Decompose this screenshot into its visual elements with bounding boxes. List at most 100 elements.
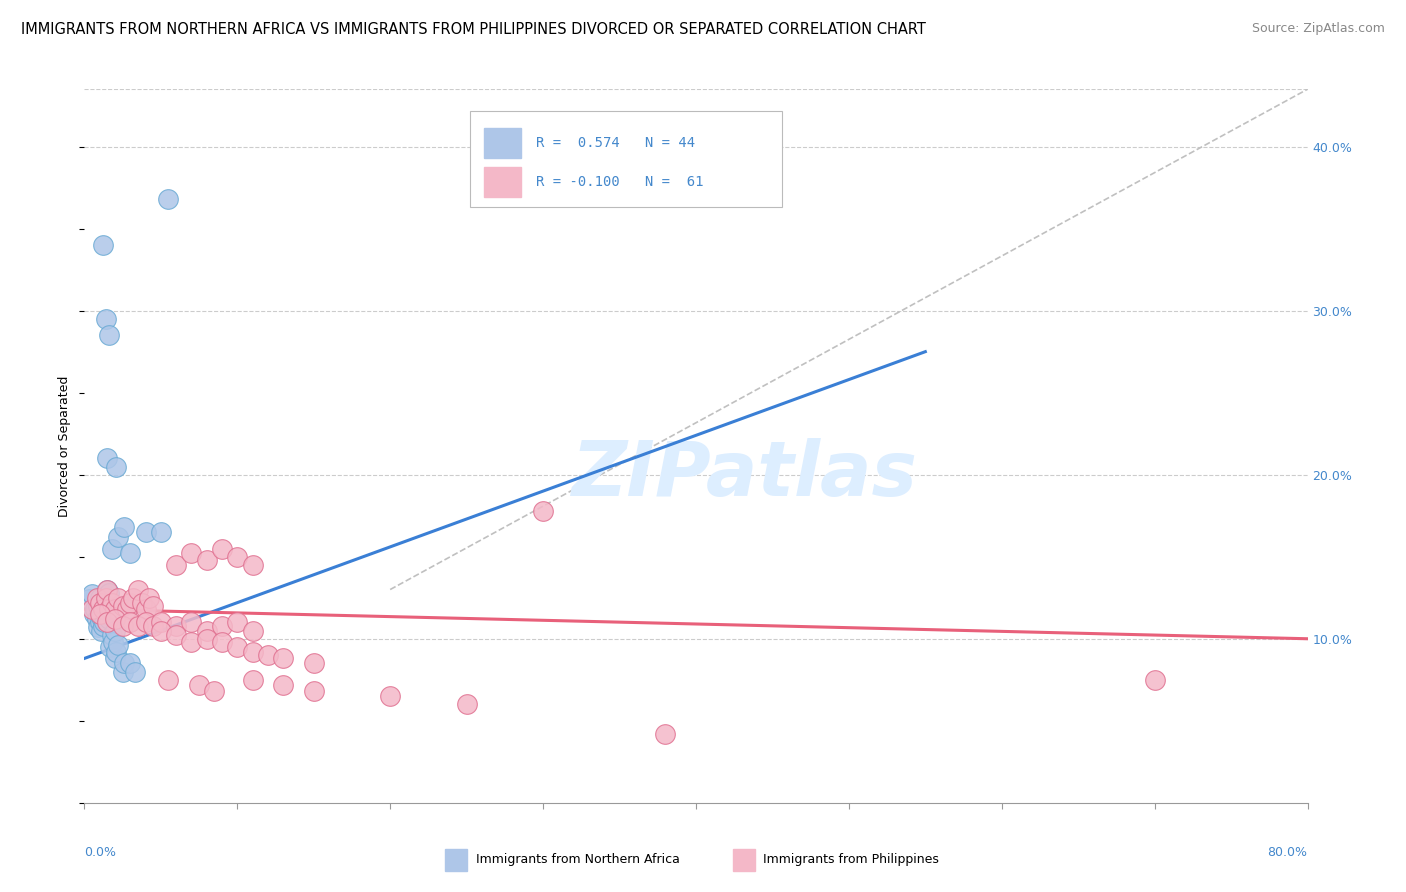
Point — [80, 587, 103, 601]
Point — [135, 615, 157, 630]
Point — [135, 602, 157, 616]
Point — [107, 638, 129, 652]
Point — [195, 553, 218, 567]
Point — [80, 602, 103, 616]
Point — [94, 591, 117, 605]
Point — [142, 599, 165, 613]
Point — [112, 657, 135, 671]
Point — [96, 582, 118, 597]
Point — [302, 657, 325, 671]
Point — [456, 698, 478, 712]
Point — [105, 459, 128, 474]
Point — [202, 684, 225, 698]
FancyBboxPatch shape — [470, 111, 782, 207]
Point — [89, 607, 111, 622]
Text: ZIPatlas: ZIPatlas — [572, 438, 918, 511]
Point — [165, 618, 187, 632]
Point — [101, 541, 124, 556]
Point — [91, 238, 114, 252]
Point — [87, 620, 110, 634]
Point — [271, 651, 294, 665]
Point — [93, 596, 115, 610]
Point — [103, 635, 125, 649]
Point — [157, 192, 180, 206]
Point — [86, 612, 108, 626]
Point — [135, 525, 157, 540]
Point — [111, 618, 134, 632]
Point — [96, 451, 118, 466]
Point — [211, 541, 233, 556]
Point — [111, 599, 134, 613]
Point — [127, 618, 149, 632]
Point — [112, 520, 135, 534]
Bar — [446, 849, 467, 871]
Point — [96, 600, 118, 615]
Point — [138, 591, 160, 605]
Text: R =  0.574   N = 44: R = 0.574 N = 44 — [536, 136, 695, 150]
Point — [97, 328, 120, 343]
Point — [1143, 673, 1166, 687]
Point — [107, 530, 129, 544]
Point — [115, 602, 138, 616]
Point — [91, 602, 114, 616]
Point — [242, 645, 264, 659]
Point — [91, 618, 114, 632]
Text: 80.0%: 80.0% — [1268, 846, 1308, 859]
Text: IMMIGRANTS FROM NORTHERN AFRICA VS IMMIGRANTS FROM PHILIPPINES DIVORCED OR SEPAR: IMMIGRANTS FROM NORTHERN AFRICA VS IMMIG… — [21, 22, 927, 37]
Point — [98, 640, 121, 654]
Point — [257, 648, 280, 662]
Point — [120, 657, 142, 671]
Point — [195, 624, 218, 638]
Point — [86, 591, 108, 605]
Point — [97, 586, 120, 600]
Point — [226, 640, 249, 654]
Point — [104, 602, 127, 616]
Point — [111, 665, 134, 679]
Text: 0.0%: 0.0% — [84, 846, 117, 859]
Point — [90, 624, 112, 638]
Point — [242, 558, 264, 572]
Point — [96, 582, 118, 597]
Text: R = -0.100   N =  61: R = -0.100 N = 61 — [536, 175, 703, 189]
Point — [226, 615, 249, 630]
Point — [105, 645, 128, 659]
Bar — [484, 167, 522, 197]
Point — [104, 624, 127, 638]
Point — [180, 615, 202, 630]
Point — [87, 599, 110, 613]
Y-axis label: Divorced or Separated: Divorced or Separated — [58, 376, 72, 516]
Point — [302, 684, 325, 698]
Point — [195, 632, 218, 646]
Point — [94, 607, 117, 622]
Point — [122, 591, 145, 605]
Point — [271, 678, 294, 692]
Point — [107, 591, 129, 605]
Point — [124, 665, 146, 679]
Point — [654, 727, 676, 741]
Point — [226, 549, 249, 564]
Point — [149, 624, 172, 638]
Point — [94, 311, 117, 326]
Point — [131, 596, 153, 610]
Point — [101, 628, 124, 642]
Text: Immigrants from Philippines: Immigrants from Philippines — [763, 854, 939, 866]
Point — [89, 596, 111, 610]
Point — [242, 624, 264, 638]
Point — [127, 582, 149, 597]
Point — [84, 602, 107, 616]
Point — [242, 673, 264, 687]
Point — [120, 615, 142, 630]
Point — [104, 612, 127, 626]
Point — [89, 615, 111, 630]
Point — [120, 546, 142, 560]
Point — [149, 615, 172, 630]
Point — [165, 558, 187, 572]
Point — [149, 525, 172, 540]
Point — [77, 592, 100, 607]
Point — [380, 689, 402, 703]
Point — [89, 591, 111, 605]
Point — [101, 596, 124, 610]
Point — [120, 596, 142, 610]
Point — [91, 602, 114, 616]
Point — [180, 546, 202, 560]
